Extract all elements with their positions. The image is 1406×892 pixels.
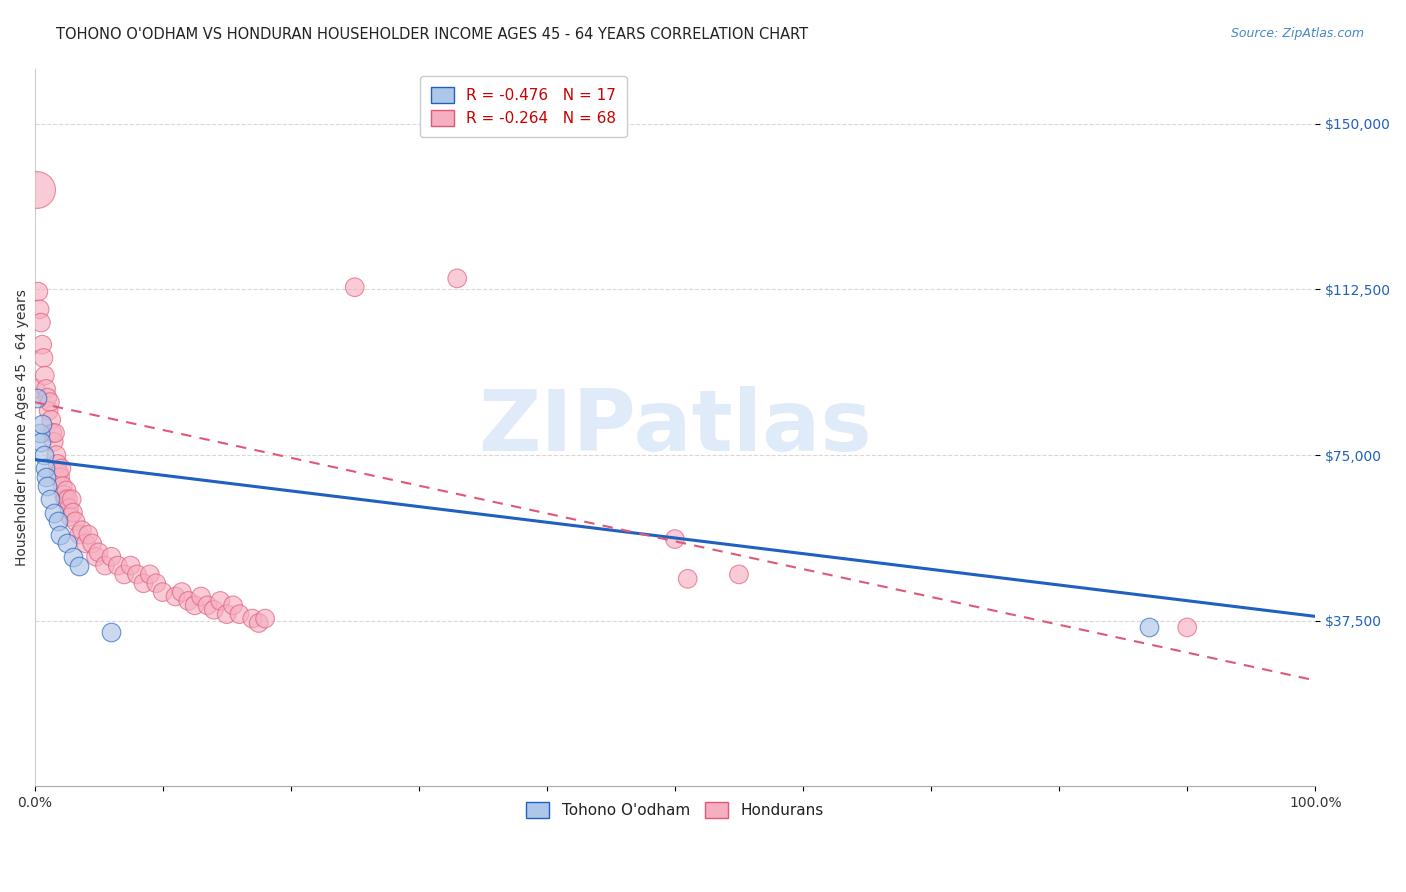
Point <box>100 549 122 564</box>
Point <box>38 404 60 418</box>
Point <box>30 316 52 330</box>
Point <box>446 271 468 285</box>
Y-axis label: Householder Income Ages 45 - 64 years: Householder Income Ages 45 - 64 years <box>15 289 30 566</box>
Point <box>82 536 104 550</box>
Point <box>1175 620 1198 634</box>
Point <box>48 466 70 480</box>
Text: TOHONO O'ODHAM VS HONDURAN HOUSEHOLDER INCOME AGES 45 - 64 YEARS CORRELATION CHA: TOHONO O'ODHAM VS HONDURAN HOUSEHOLDER I… <box>56 27 808 42</box>
Point <box>60 492 83 507</box>
Point <box>53 492 76 507</box>
Point <box>27 285 49 299</box>
Point <box>59 510 82 524</box>
Point <box>100 624 122 639</box>
Point <box>37 479 59 493</box>
Point <box>664 532 686 546</box>
Point <box>25 391 48 405</box>
Point <box>41 425 63 440</box>
Point <box>32 448 55 462</box>
Point <box>51 461 73 475</box>
Point <box>120 558 142 573</box>
Point <box>46 515 69 529</box>
Point <box>1137 620 1160 634</box>
Point <box>25 183 48 197</box>
Point <box>84 549 107 564</box>
Point <box>190 590 212 604</box>
Point <box>35 382 58 396</box>
Point <box>254 611 277 625</box>
Point <box>676 572 699 586</box>
Point <box>34 368 56 383</box>
Point <box>228 607 250 622</box>
Point <box>145 576 167 591</box>
Point <box>139 567 162 582</box>
Point <box>170 585 193 599</box>
Point <box>107 558 129 573</box>
Point <box>65 515 87 529</box>
Point <box>240 611 263 625</box>
Point <box>56 492 79 507</box>
Point <box>30 434 52 449</box>
Point <box>209 594 232 608</box>
Point <box>58 501 80 516</box>
Point <box>53 488 76 502</box>
Point <box>55 483 77 498</box>
Point <box>70 523 93 537</box>
Point <box>87 545 110 559</box>
Point <box>24 382 46 396</box>
Point <box>28 302 51 317</box>
Point <box>45 448 67 462</box>
Point <box>35 470 58 484</box>
Point <box>44 425 66 440</box>
Point <box>42 506 65 520</box>
Point <box>52 479 75 493</box>
Point <box>94 558 117 573</box>
Point <box>132 576 155 591</box>
Point <box>183 599 205 613</box>
Point <box>28 425 51 440</box>
Text: Source: ZipAtlas.com: Source: ZipAtlas.com <box>1230 27 1364 40</box>
Point <box>49 470 72 484</box>
Point <box>34 461 56 475</box>
Point <box>32 351 55 365</box>
Point <box>39 395 62 409</box>
Point <box>197 599 219 613</box>
Point <box>75 536 97 550</box>
Point <box>67 527 90 541</box>
Point <box>112 567 135 582</box>
Point <box>125 567 148 582</box>
Point <box>67 558 90 573</box>
Point <box>728 567 751 582</box>
Point <box>31 337 53 351</box>
Point <box>202 603 225 617</box>
Point <box>77 527 100 541</box>
Point <box>215 607 238 622</box>
Point <box>247 615 270 630</box>
Point <box>177 594 200 608</box>
Point <box>39 413 62 427</box>
Point <box>49 527 72 541</box>
Point <box>62 506 84 520</box>
Point <box>165 590 187 604</box>
Legend: Tohono O'odham, Hondurans: Tohono O'odham, Hondurans <box>519 794 831 825</box>
Point <box>42 434 65 449</box>
Point <box>343 280 366 294</box>
Point <box>39 492 62 507</box>
Point <box>46 457 69 471</box>
Point <box>152 585 174 599</box>
Point <box>55 536 77 550</box>
Point <box>31 417 53 432</box>
Point <box>62 549 84 564</box>
Point <box>37 391 59 405</box>
Point <box>222 599 245 613</box>
Text: ZIPatlas: ZIPatlas <box>478 386 872 469</box>
